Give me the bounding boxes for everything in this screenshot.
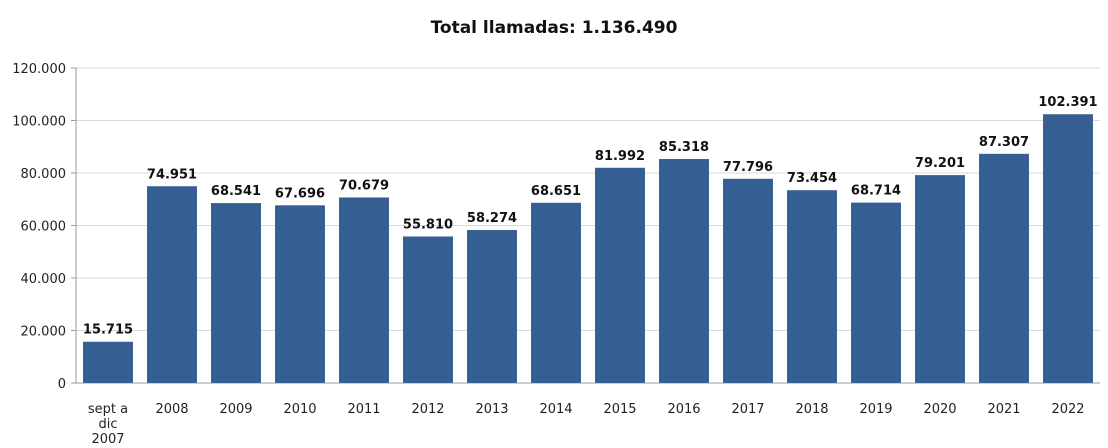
y-tick-label: 20.000	[21, 325, 67, 340]
data-label: 73.454	[787, 171, 837, 186]
x-tick-label: 2022	[1051, 402, 1084, 417]
x-tick-label: 2015	[603, 402, 636, 417]
x-tick-label: 2010	[283, 402, 316, 417]
bar	[339, 197, 389, 383]
x-tick-label: 2012	[411, 402, 444, 417]
x-tick-label: 2014	[539, 402, 572, 417]
bar	[1043, 114, 1093, 383]
bar	[211, 203, 261, 383]
data-label: 81.992	[595, 149, 645, 164]
bar	[147, 186, 197, 383]
x-tick-label: 2008	[155, 402, 188, 417]
x-tick-label: 2011	[347, 402, 380, 417]
bar	[467, 230, 517, 383]
x-tick-label: 2019	[859, 402, 892, 417]
bar	[403, 236, 453, 383]
x-tick-label: 2021	[987, 402, 1020, 417]
x-tick-label: 2020	[923, 402, 956, 417]
y-tick-label: 40.000	[21, 272, 67, 287]
bar	[787, 190, 837, 383]
x-tick-label: sept a dic 2007	[88, 402, 128, 447]
y-tick-label: 0	[58, 377, 66, 392]
bar	[595, 167, 645, 383]
y-tick-label: 80.000	[21, 167, 67, 182]
data-label: 74.951	[147, 167, 197, 182]
bar	[915, 175, 965, 383]
chart-title: Total llamadas: 1.136.490	[430, 18, 678, 38]
y-tick-label: 120.000	[12, 62, 66, 77]
data-label: 102.391	[1038, 95, 1097, 110]
data-label: 68.714	[851, 184, 901, 199]
x-tick-label: 2017	[731, 402, 764, 417]
data-label: 58.274	[467, 211, 517, 226]
bar	[851, 202, 901, 383]
data-label: 68.651	[531, 184, 581, 199]
data-label: 79.201	[915, 156, 965, 171]
data-label: 77.796	[723, 160, 773, 175]
bar	[979, 153, 1029, 383]
x-tick-label: 2018	[795, 402, 828, 417]
bar	[275, 205, 325, 383]
bar	[659, 159, 709, 383]
bar	[723, 178, 773, 383]
data-label: 55.810	[403, 217, 453, 232]
data-label: 85.318	[659, 140, 709, 155]
data-label: 15.715	[83, 323, 133, 338]
x-tick-label: 2009	[219, 402, 252, 417]
y-tick-label: 100.000	[12, 115, 66, 130]
data-label: 67.696	[275, 186, 325, 201]
bar	[83, 341, 133, 383]
x-tick-label: 2013	[475, 402, 508, 417]
data-label: 87.307	[979, 135, 1029, 150]
bar	[531, 202, 581, 383]
data-label: 68.541	[211, 184, 261, 199]
y-tick-label: 60.000	[21, 220, 67, 235]
x-tick-label: 2016	[667, 402, 700, 417]
data-label: 70.679	[339, 178, 389, 193]
